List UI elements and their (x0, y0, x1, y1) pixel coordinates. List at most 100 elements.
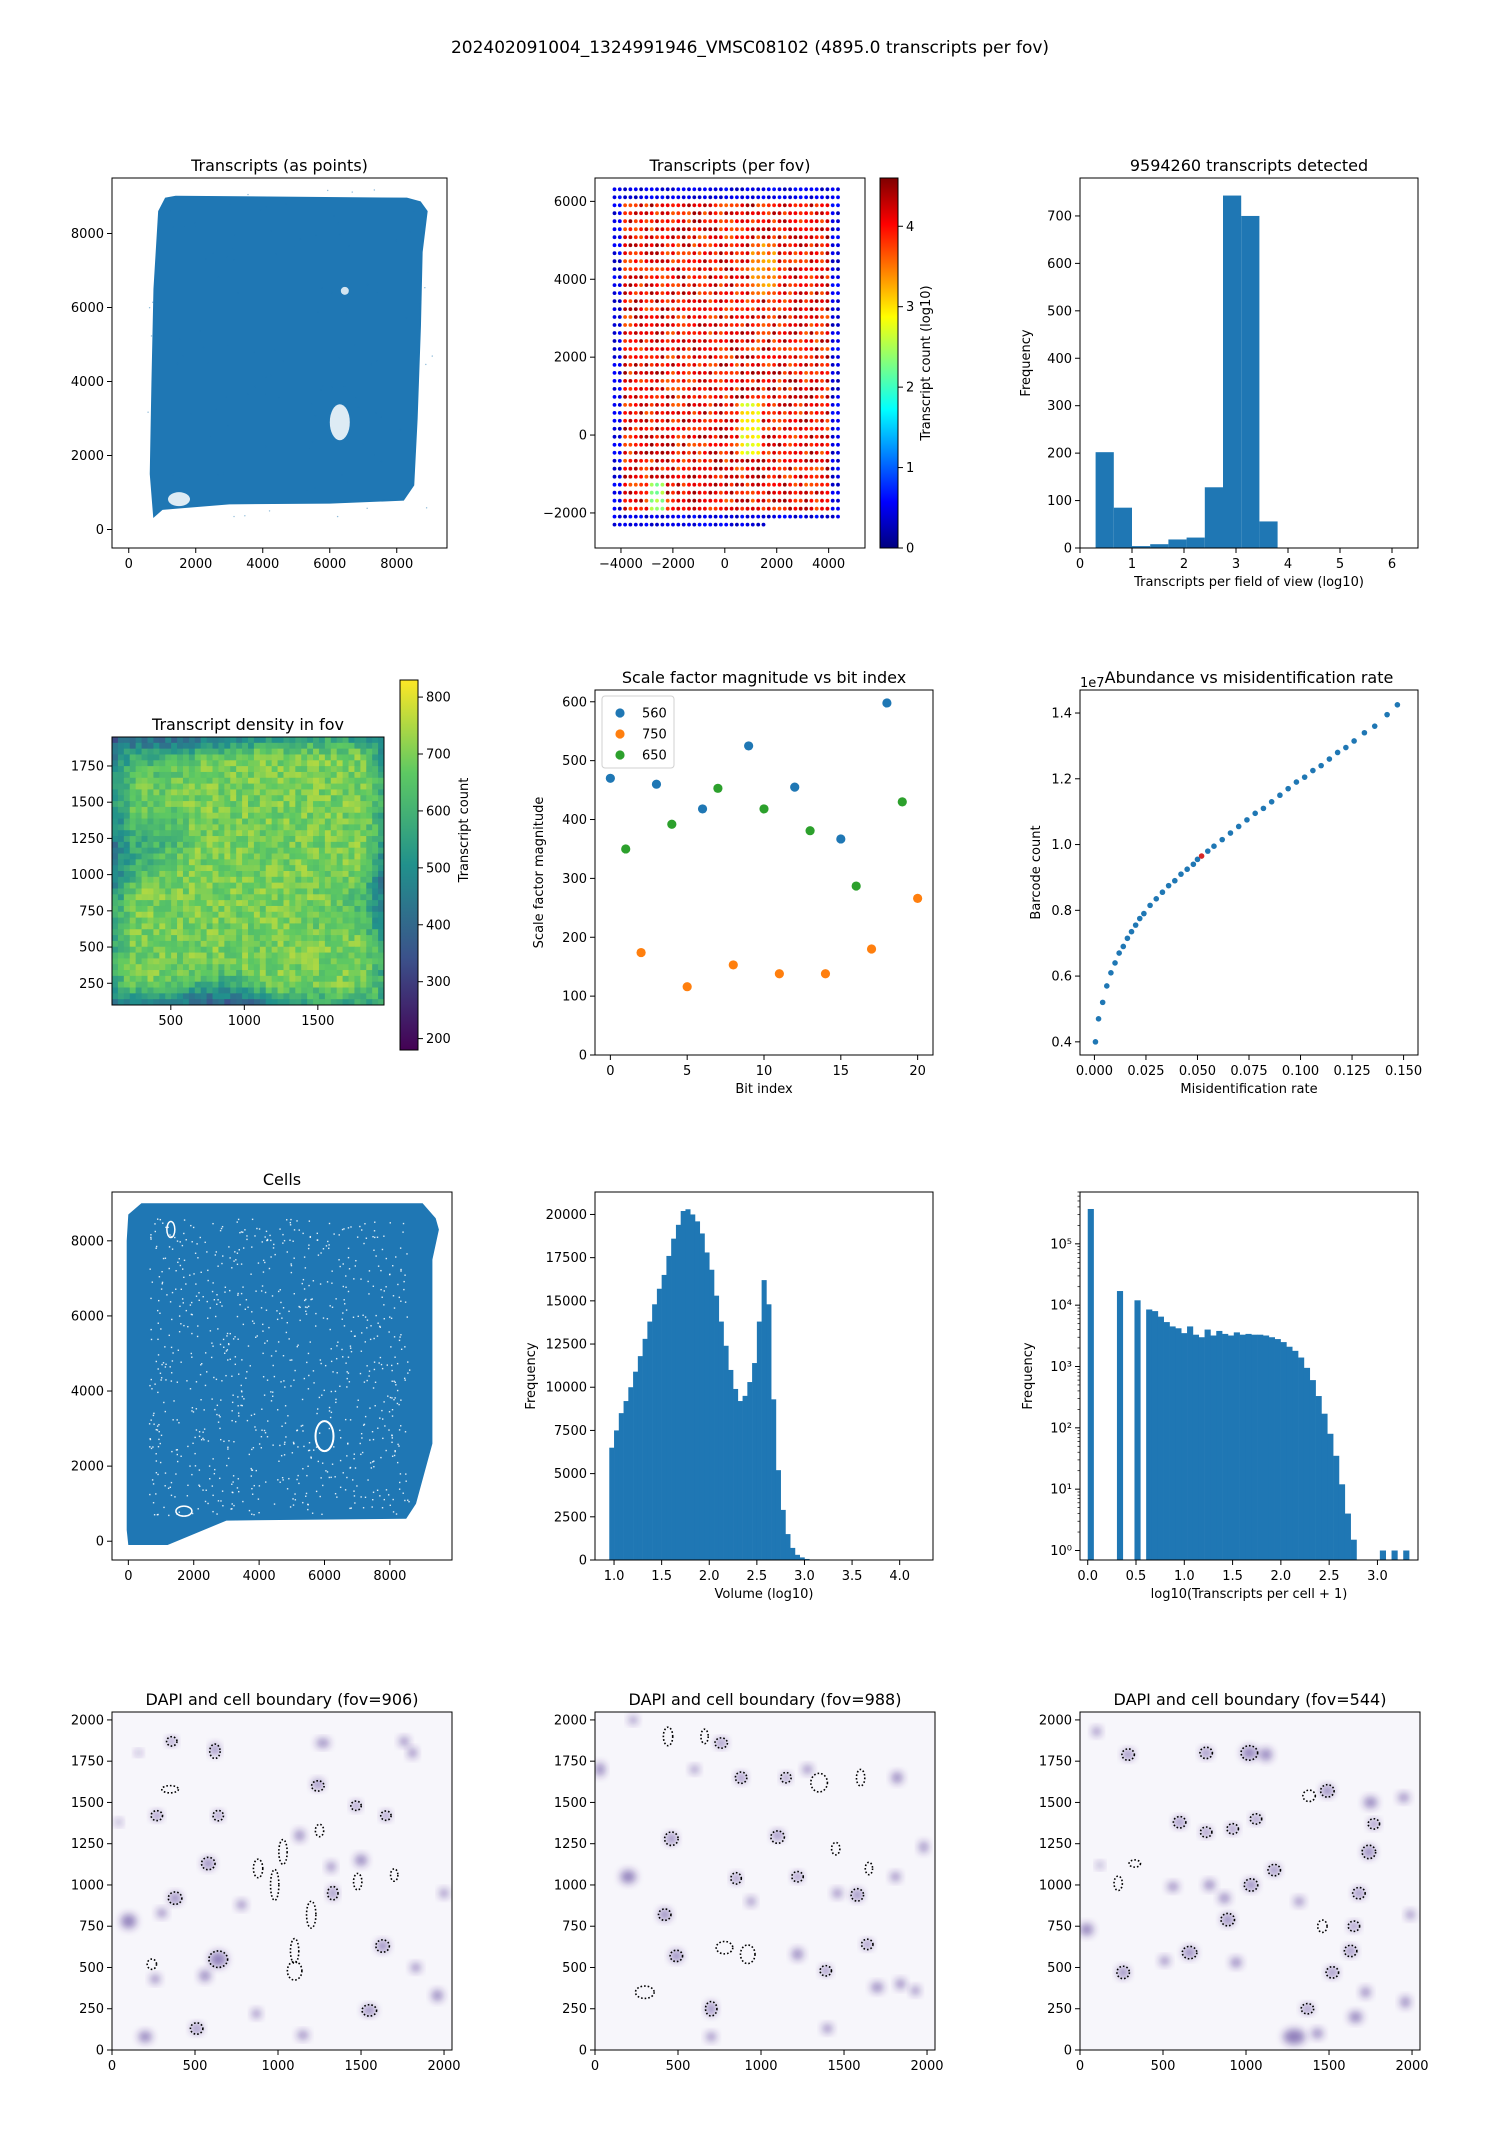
fov-point (719, 187, 723, 192)
fov-point (649, 363, 654, 367)
fov-point (804, 411, 808, 415)
density-cell (265, 917, 273, 925)
density-cell (342, 865, 350, 872)
density-cell (171, 888, 178, 895)
fov-point (756, 395, 761, 399)
cell-gap (292, 1240, 294, 1242)
fov-point (793, 506, 798, 511)
cells-points (126, 1203, 439, 1545)
density-cell (248, 789, 255, 796)
transcript-point (370, 363, 373, 366)
cell-gap (296, 1345, 298, 1348)
cell-gap (342, 1312, 344, 1314)
fov-point (777, 418, 782, 423)
density-cell (206, 940, 214, 948)
density-cell (318, 865, 326, 872)
y-tick-label: 200 (562, 931, 587, 946)
density-cell (194, 754, 202, 761)
fov-point (825, 299, 830, 303)
cell-gap (403, 1377, 406, 1380)
density-cell (277, 981, 285, 989)
density-cell (147, 812, 154, 820)
density-cell (242, 771, 249, 779)
fov-point (623, 227, 627, 232)
fov-point (830, 331, 835, 335)
fov-point (703, 251, 707, 256)
density-cell (135, 882, 143, 890)
fov-point (655, 363, 659, 367)
density-cell (194, 789, 202, 796)
y-tick-label: 300 (562, 872, 587, 887)
fov-point (809, 195, 814, 200)
fov-point (814, 235, 819, 240)
density-cell (265, 894, 273, 901)
density-cell (194, 946, 202, 954)
density-cell (182, 783, 190, 791)
fov-point (830, 211, 835, 216)
density-cell (171, 795, 178, 802)
fov-point (671, 458, 675, 463)
cell-gap (150, 1338, 153, 1341)
density-cell (188, 929, 196, 936)
x-tick-label: 0.000 (1076, 1064, 1113, 1079)
density-cell (378, 975, 384, 983)
fov-point (830, 259, 835, 264)
density-cell (236, 970, 243, 977)
fov-point (719, 474, 723, 479)
density-cell (129, 760, 137, 767)
density-cell (200, 754, 208, 761)
fov-point (766, 187, 771, 192)
density-cell (242, 836, 249, 843)
fov-point (644, 442, 649, 447)
density-cell (360, 946, 367, 954)
density-cell (248, 847, 255, 855)
fov-point (820, 299, 824, 303)
fov-point (761, 371, 766, 375)
fov-point (740, 482, 745, 487)
fov-point (798, 498, 803, 503)
density-cell (236, 742, 243, 750)
cell-gap (169, 1301, 172, 1303)
density-cell (253, 853, 261, 860)
fov-point (671, 219, 675, 224)
fov-point (836, 235, 840, 240)
cell-gap (256, 1335, 258, 1337)
fov-point (676, 315, 681, 319)
density-cell (336, 801, 344, 808)
cell-gap (276, 1318, 279, 1321)
fov-point (633, 187, 638, 192)
fov-point (735, 203, 739, 208)
fov-point (830, 187, 835, 192)
density-cell (348, 964, 356, 971)
cell-gap (282, 1307, 285, 1309)
fov-point (825, 458, 830, 463)
fov-point (830, 219, 835, 224)
density-cell (206, 789, 214, 796)
density-cell (295, 853, 302, 860)
density-cell (230, 841, 237, 849)
fov-point (735, 434, 739, 439)
fov-point (750, 522, 755, 527)
density-cell (277, 917, 285, 925)
density-cell (147, 801, 154, 808)
cell-gap (203, 1439, 205, 1441)
fov-point (798, 387, 803, 391)
density-cell (366, 818, 373, 825)
fov-point (708, 498, 713, 503)
fov-point (750, 251, 755, 256)
density-cell (259, 970, 267, 977)
cell-gap (183, 1219, 186, 1221)
fov-point (729, 434, 734, 439)
density-cell (147, 981, 154, 989)
point-750 (682, 982, 692, 992)
density-cell (283, 806, 290, 814)
density-cell (366, 876, 373, 884)
fov-point (649, 482, 654, 487)
density-cell (242, 818, 249, 825)
fov-point (639, 434, 643, 439)
density-cell (330, 841, 338, 849)
density-cell (200, 737, 208, 744)
cell-gap (322, 1248, 325, 1250)
density-cell (277, 871, 285, 878)
density-cell (301, 876, 308, 884)
